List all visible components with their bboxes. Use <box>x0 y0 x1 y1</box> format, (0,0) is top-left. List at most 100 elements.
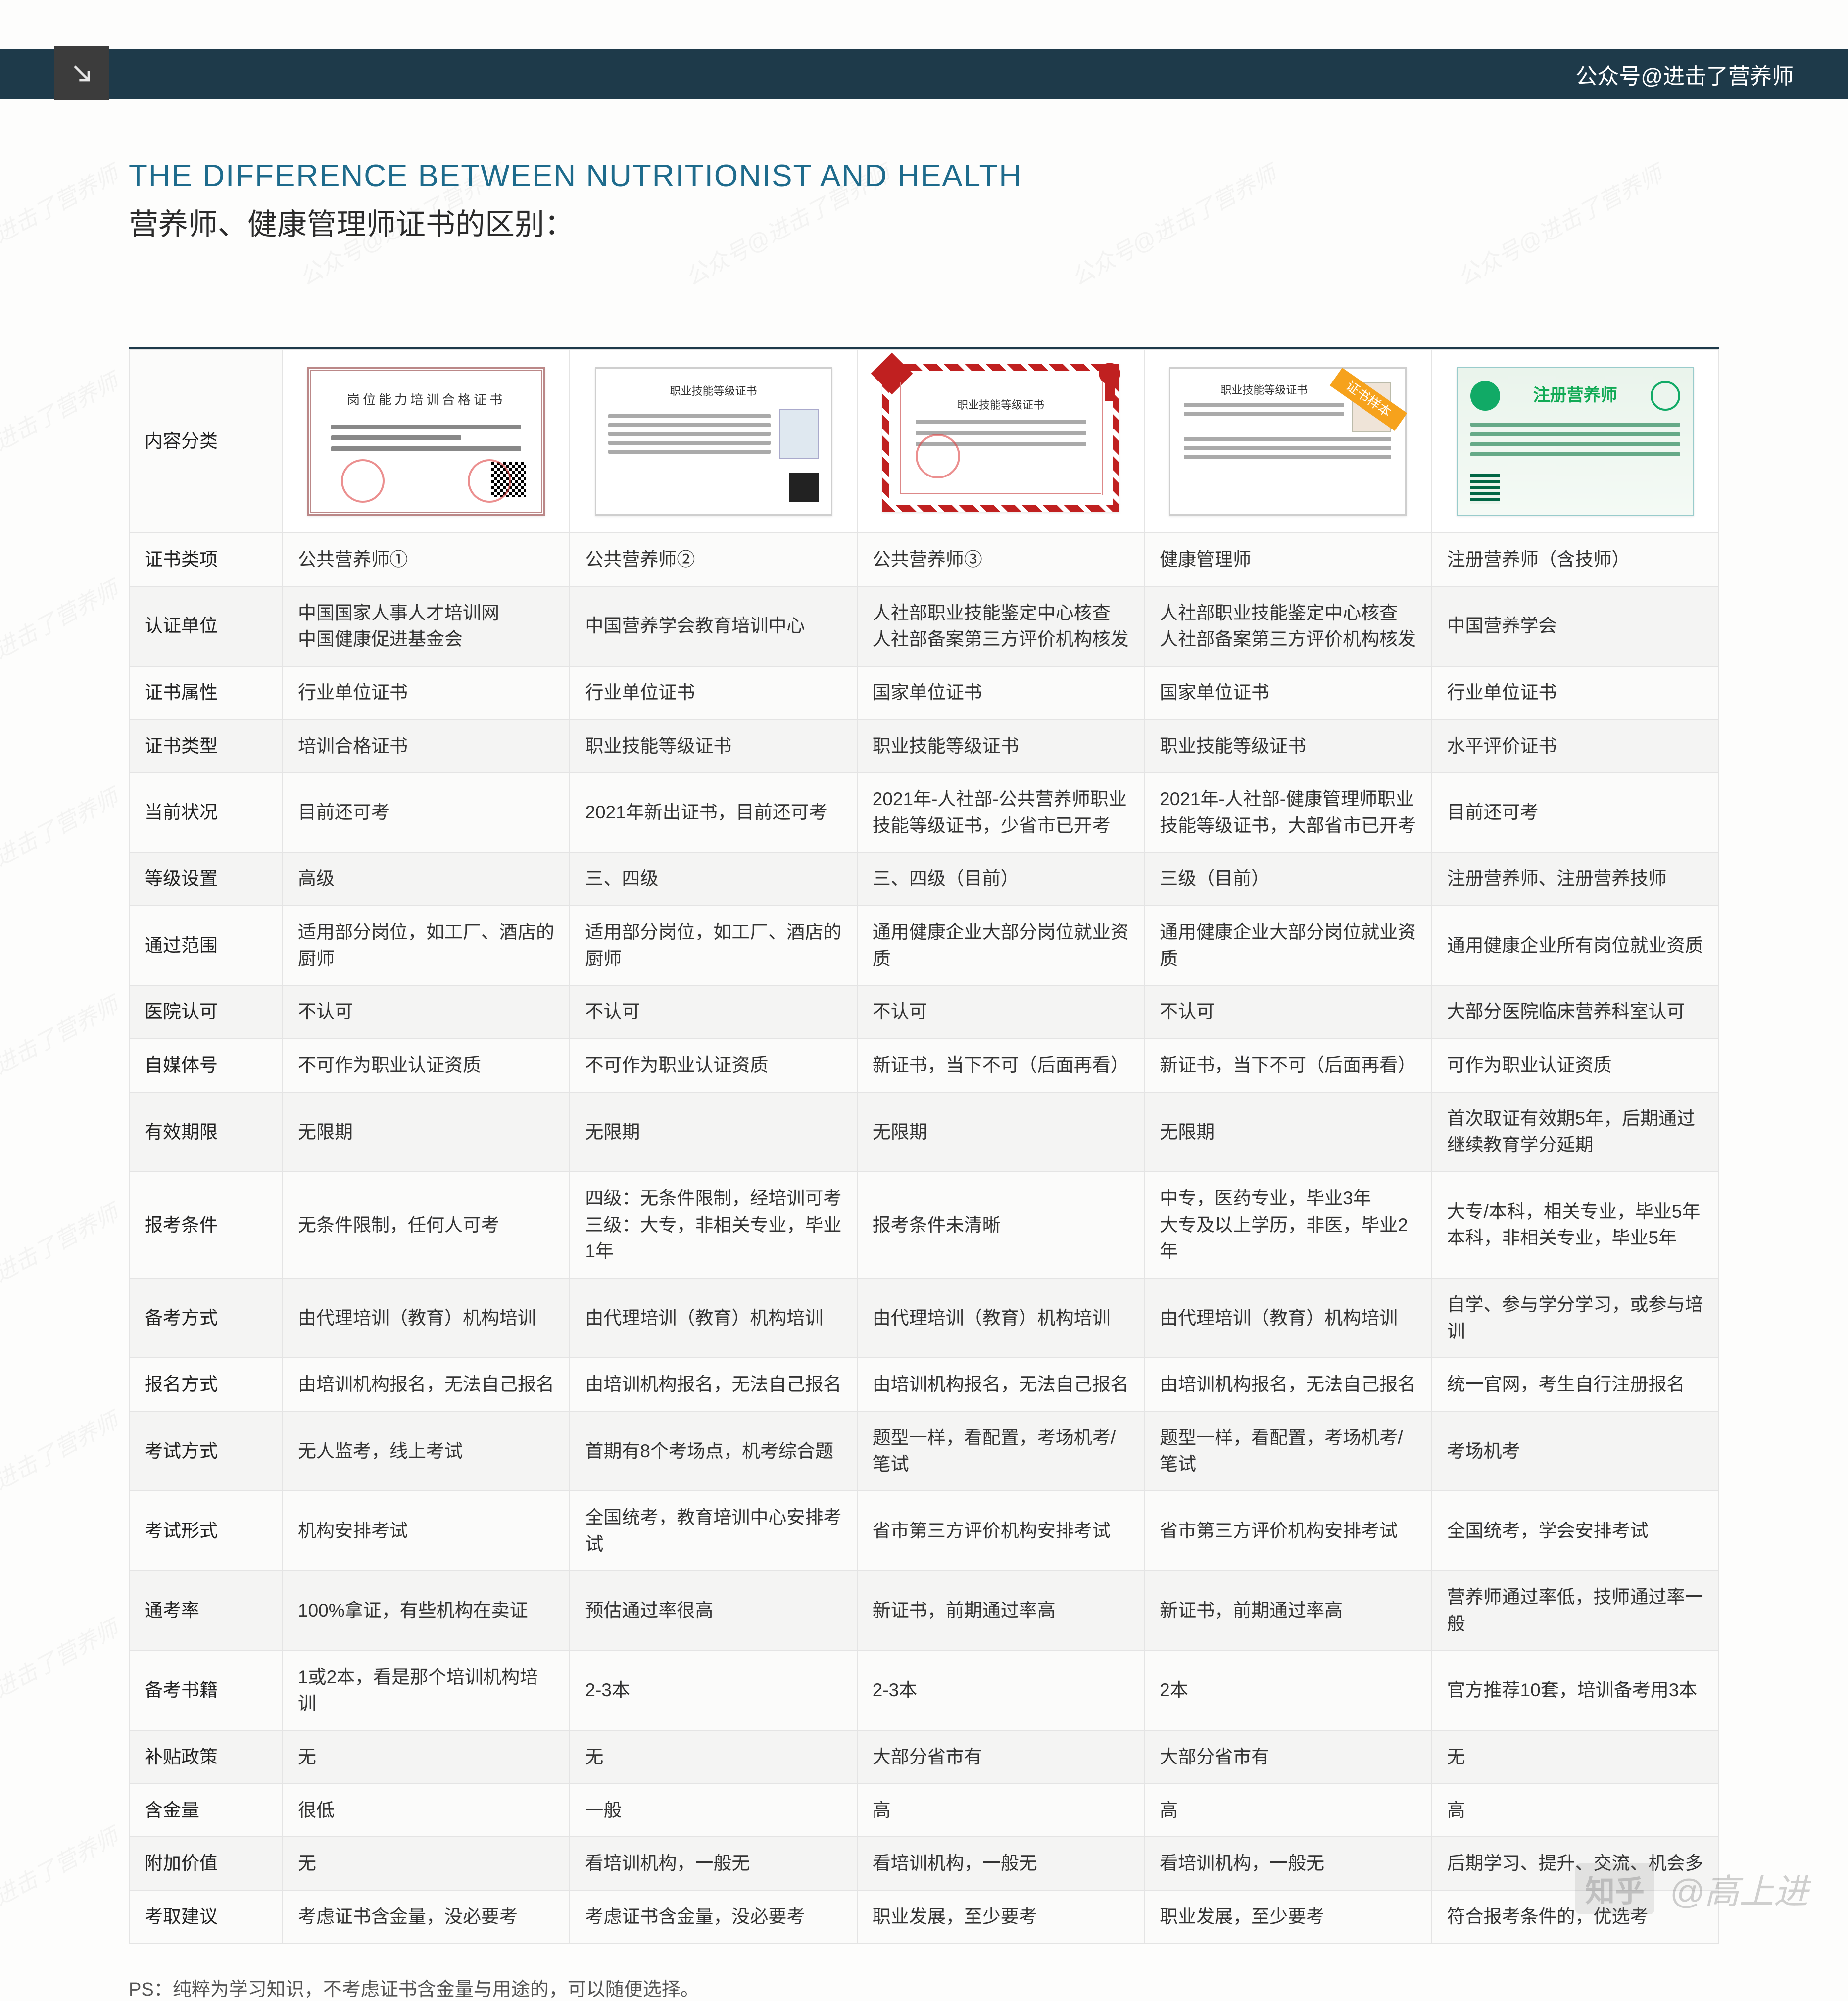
table-cell: 通用健康企业大部分岗位就业资质 <box>857 905 1144 985</box>
table-cell: 高 <box>1432 1784 1719 1837</box>
table-cell: 职业技能等级证书 <box>1144 719 1431 773</box>
cert-image-3: 职业技能等级证书 <box>857 350 1144 533</box>
table-cell: 新证书，前期通过率高 <box>1144 1571 1431 1650</box>
table-cell: 无限期 <box>283 1092 570 1172</box>
table-cell: 机构安排考试 <box>283 1491 570 1571</box>
table-cell: 三、四级（目前） <box>857 852 1144 905</box>
table-cell: 行业单位证书 <box>1432 666 1719 719</box>
table-cell: 官方推荐10套，培训备考用3本 <box>1432 1651 1719 1730</box>
footnote: PS：纯粹为学习知识，不考虑证书含金量与用途的，可以随便选择。 <box>129 1974 1719 2001</box>
table-row: 备考书籍1或2本，看是那个培训机构培训2-3本2-3本2本官方推荐10套，培训备… <box>129 1651 1719 1730</box>
table-cell: 大专/本科，相关专业，毕业5年 本科，非相关专业，毕业5年 <box>1432 1172 1719 1278</box>
table-cell: 2-3本 <box>857 1651 1144 1730</box>
table-cell: 中国营养学会教育培训中心 <box>570 586 857 666</box>
table-cell: 大部分省市有 <box>857 1730 1144 1784</box>
comparison-table: 内容分类 岗位能力培训合格证书 职业技能等级证书 <box>129 347 1719 1944</box>
table-cell: 国家单位证书 <box>1144 666 1431 719</box>
zhihu-logo-icon: 知乎 <box>1575 1863 1654 1914</box>
rowhead: 有效期限 <box>129 1092 283 1172</box>
table-cell: 三、四级 <box>570 852 857 905</box>
rowhead-category: 内容分类 <box>129 350 283 533</box>
rowhead: 考取建议 <box>129 1890 283 1944</box>
corner-arrow-icon <box>54 46 109 100</box>
table-cell: 公共营养师② <box>570 533 857 586</box>
table-cell: 首期有8个考场点，机考综合题 <box>570 1411 857 1491</box>
table-cell: 题型一样，看配置，考场机考/笔试 <box>857 1411 1144 1491</box>
table-cell: 由培训机构报名，无法自己报名 <box>1144 1358 1431 1411</box>
photo-placeholder-icon <box>779 409 819 459</box>
title-block: THE DIFFERENCE BETWEEN NUTRITIONIST AND … <box>129 158 1848 243</box>
table-row: 通过范围适用部分岗位，如工厂、酒店的厨师适用部分岗位，如工厂、酒店的厨师通用健康… <box>129 905 1719 985</box>
table-row: 报考条件无条件限制，任何人可考四级：无条件限制，经培训可考 三级：大专，非相关专… <box>129 1172 1719 1278</box>
table-cell: 考场机考 <box>1432 1411 1719 1491</box>
table-cell: 由培训机构报名，无法自己报名 <box>283 1358 570 1411</box>
table-cell: 不认可 <box>1144 985 1431 1039</box>
table-cell: 2021年-人社部-健康管理师职业技能等级证书，大部省市已开考 <box>1144 772 1431 852</box>
header-bar: 公众号@进击了营养师 <box>0 49 1848 99</box>
rowhead: 医院认可 <box>129 985 283 1039</box>
rowhead: 附加价值 <box>129 1837 283 1890</box>
table-cell: 省市第三方评价机构安排考试 <box>857 1491 1144 1571</box>
table-cell: 无限期 <box>1144 1092 1431 1172</box>
table-cell: 四级：无条件限制，经培训可考 三级：大专，非相关专业，毕业1年 <box>570 1172 857 1278</box>
seal-icon <box>1651 381 1680 411</box>
table-cell: 适用部分岗位，如工厂、酒店的厨师 <box>570 905 857 985</box>
table-cell: 人社部职业技能鉴定中心核查 人社部备案第三方评价机构核发 <box>857 586 1144 666</box>
qr-icon <box>491 462 526 497</box>
table-cell: 100%拿证，有些机构在卖证 <box>283 1571 570 1650</box>
table-cell: 1或2本，看是那个培训机构培训 <box>283 1651 570 1730</box>
table-row: 有效期限无限期无限期无限期无限期首次取证有效期5年，后期通过继续教育学分延期 <box>129 1092 1719 1172</box>
table-row: 通考率100%拿证，有些机构在卖证预估通过率很高新证书，前期通过率高新证书，前期… <box>129 1571 1719 1650</box>
table-cell: 不可作为职业认证资质 <box>570 1039 857 1092</box>
table-cell: 首次取证有效期5年，后期通过继续教育学分延期 <box>1432 1092 1719 1172</box>
table-cell: 行业单位证书 <box>283 666 570 719</box>
rowhead: 证书属性 <box>129 666 283 719</box>
table-cell: 新证书，当下不可（后面再看） <box>857 1039 1144 1092</box>
table-row: 考取建议考虑证书含金量，没必要考考虑证书含金量，没必要考职业发展，至少要考职业发… <box>129 1890 1719 1944</box>
table-cell: 无 <box>1432 1730 1719 1784</box>
table-cell: 由代理培训（教育）机构培训 <box>857 1278 1144 1358</box>
table-cell: 职业发展，至少要考 <box>1144 1890 1431 1944</box>
table-cell: 2021年-人社部-公共营养师职业技能等级证书，少省市已开考 <box>857 772 1144 852</box>
table-cell: 不认可 <box>283 985 570 1039</box>
table-cell: 职业技能等级证书 <box>857 719 1144 773</box>
table-cell: 高级 <box>283 852 570 905</box>
rowhead: 当前状况 <box>129 772 283 852</box>
table-cell: 水平评价证书 <box>1432 719 1719 773</box>
table-row: 证书类项公共营养师①公共营养师②公共营养师③健康管理师注册营养师（含技师） <box>129 533 1719 586</box>
table-cell: 全国统考，学会安排考试 <box>1432 1491 1719 1571</box>
table-cell: 大部分医院临床营养科室认可 <box>1432 985 1719 1039</box>
rowhead: 自媒体号 <box>129 1039 283 1092</box>
title-english: THE DIFFERENCE BETWEEN NUTRITIONIST AND … <box>129 158 1848 193</box>
table-cell: 由代理培训（教育）机构培训 <box>1144 1278 1431 1358</box>
rowhead: 备考方式 <box>129 1278 283 1358</box>
table-cell: 新证书，当下不可（后面再看） <box>1144 1039 1431 1092</box>
table-cell: 全国统考，教育培训中心安排考试 <box>570 1491 857 1571</box>
rowhead: 备考书籍 <box>129 1651 283 1730</box>
table-cell: 职业发展，至少要考 <box>857 1890 1144 1944</box>
qr-icon <box>1470 474 1500 504</box>
table-cell: 由代理培训（教育）机构培训 <box>570 1278 857 1358</box>
cert-image-2: 职业技能等级证书 <box>570 350 857 533</box>
rowhead: 认证单位 <box>129 586 283 666</box>
table-cell: 目前还可考 <box>1432 772 1719 852</box>
qr-icon <box>789 473 819 502</box>
table-cell: 看培训机构，一般无 <box>857 1837 1144 1890</box>
table-cell: 大部分省市有 <box>1144 1730 1431 1784</box>
table-cell: 预估通过率很高 <box>570 1571 857 1650</box>
cert-image-4: 证书样本 职业技能等级证书 <box>1144 350 1431 533</box>
rowhead: 补贴政策 <box>129 1730 283 1784</box>
stamp-icon <box>916 434 960 478</box>
org-logo-icon <box>1470 381 1500 411</box>
table-cell: 无 <box>283 1837 570 1890</box>
zhihu-watermark: 知乎 @高上进 <box>1575 1863 1808 1914</box>
table-cell: 营养师通过率低，技师通过率一般 <box>1432 1571 1719 1650</box>
cert-image-5: 注册营养师 <box>1432 350 1719 533</box>
table-cell: 目前还可考 <box>283 772 570 852</box>
table-cell: 2021年新出证书，目前还可考 <box>570 772 857 852</box>
rowhead: 含金量 <box>129 1784 283 1837</box>
title-chinese: 营养师、健康管理师证书的区别： <box>129 200 1848 243</box>
table-cell: 新证书，前期通过率高 <box>857 1571 1144 1650</box>
rowhead: 报考条件 <box>129 1172 283 1278</box>
rowhead: 考试形式 <box>129 1491 283 1571</box>
